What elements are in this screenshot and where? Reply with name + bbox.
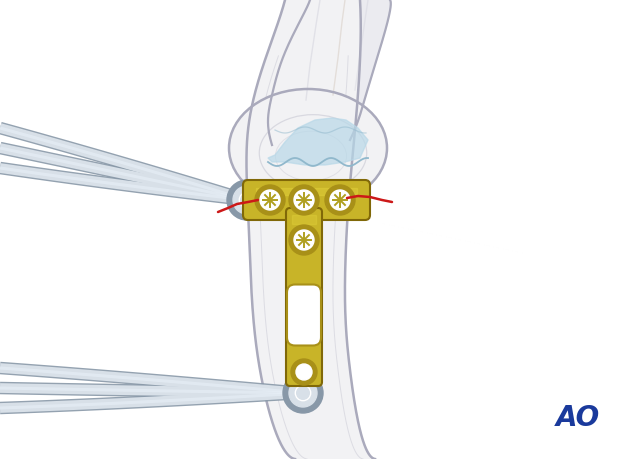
- Circle shape: [227, 180, 267, 220]
- Circle shape: [291, 359, 317, 385]
- FancyBboxPatch shape: [287, 285, 321, 346]
- Polygon shape: [268, 118, 368, 165]
- Circle shape: [289, 379, 317, 407]
- Polygon shape: [247, 0, 375, 459]
- Circle shape: [255, 185, 285, 215]
- Polygon shape: [256, 188, 357, 195]
- Circle shape: [241, 194, 254, 206]
- FancyBboxPatch shape: [286, 208, 322, 386]
- Polygon shape: [268, 0, 391, 145]
- Circle shape: [260, 190, 280, 210]
- Circle shape: [330, 190, 350, 210]
- Circle shape: [295, 385, 311, 401]
- Circle shape: [296, 364, 312, 380]
- Circle shape: [297, 386, 309, 399]
- Circle shape: [294, 230, 314, 250]
- Ellipse shape: [229, 89, 387, 207]
- Circle shape: [239, 192, 255, 208]
- Circle shape: [289, 185, 319, 215]
- Polygon shape: [292, 215, 316, 224]
- FancyBboxPatch shape: [243, 180, 370, 220]
- Circle shape: [294, 190, 314, 210]
- Text: AO: AO: [556, 404, 600, 432]
- Circle shape: [283, 373, 323, 413]
- Circle shape: [233, 186, 261, 214]
- Circle shape: [325, 185, 355, 215]
- Circle shape: [289, 225, 319, 255]
